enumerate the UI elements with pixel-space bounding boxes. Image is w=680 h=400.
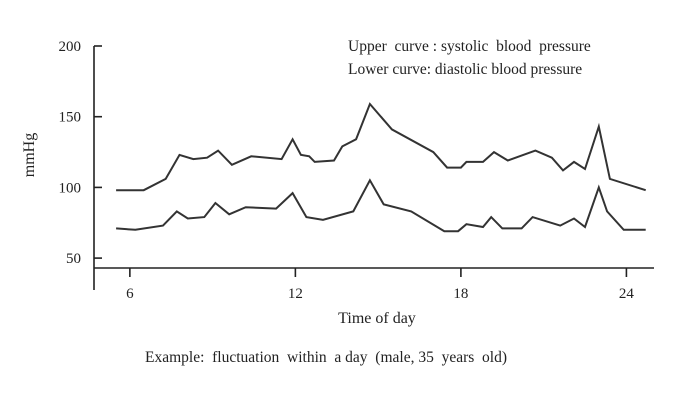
x-ticks: 6 12 18 24 [126, 268, 634, 302]
y-tick-label-150: 150 [59, 110, 82, 126]
y-axis-title: mmHg [21, 133, 38, 177]
legend-entry-diastolic: Lower curve: diastolic blood pressure [348, 61, 582, 78]
series-layer [116, 102, 647, 233]
x-tick-label-18: 18 [453, 286, 468, 302]
x-tick-label-12: 12 [288, 286, 303, 302]
y-tick-label-200: 200 [59, 39, 82, 55]
diastolic-line [116, 178, 646, 233]
y-tick-label-100: 100 [59, 180, 82, 196]
y-ticks: 50 100 150 200 [59, 39, 102, 267]
x-axis-title: Time of day [338, 310, 416, 327]
x-tick-label-24: 24 [619, 286, 635, 302]
x-tick-label-6: 6 [126, 286, 134, 302]
systolic-line [116, 102, 647, 192]
chart-caption: Example: fluctuation within a day (male,… [145, 349, 507, 366]
legend-entry-systolic: Upper curve : systolic blood pressure [348, 38, 591, 55]
y-tick-label-50: 50 [66, 251, 81, 267]
